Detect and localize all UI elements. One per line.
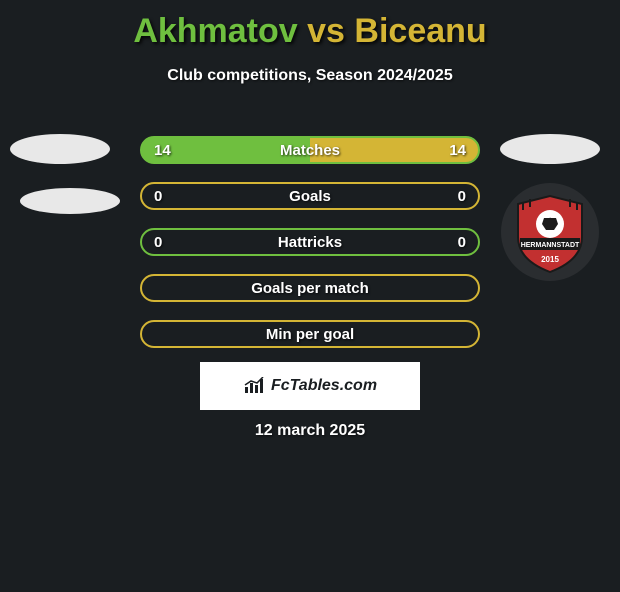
attribution-box: FcTables.com — [200, 362, 420, 410]
stat-label: Min per goal — [266, 326, 354, 343]
chart-icon — [243, 377, 265, 395]
stat-right-value: 0 — [458, 234, 466, 251]
stat-right-value: 14 — [449, 142, 466, 159]
stat-left-value: 0 — [154, 188, 162, 205]
player1-avatar-placeholder — [10, 134, 110, 164]
page-title: Akhmatov vs Biceanu — [0, 12, 620, 51]
player2-club-badge: HERMANNSTADT 2015 — [500, 182, 600, 282]
vs-text: vs — [307, 12, 354, 50]
player1-club-placeholder — [20, 188, 120, 214]
stat-label: Goals — [289, 188, 331, 205]
player1-name: Akhmatov — [133, 12, 297, 50]
badge-year: 2015 — [541, 255, 559, 264]
subtitle: Club competitions, Season 2024/2025 — [0, 67, 620, 85]
player2-avatar-placeholder — [500, 134, 600, 164]
badge-ribbon-text: HERMANNSTADT — [521, 242, 580, 249]
stat-row-goals: 0 Goals 0 — [140, 182, 480, 210]
stat-label: Hattricks — [278, 234, 342, 251]
stat-row-min-per-goal: Min per goal — [140, 320, 480, 348]
stat-left-value: 14 — [154, 142, 171, 159]
stat-label: Matches — [280, 142, 340, 159]
stat-label: Goals per match — [251, 280, 369, 297]
stat-right-value: 0 — [458, 188, 466, 205]
stat-left-value: 0 — [154, 234, 162, 251]
date-text: 12 march 2025 — [0, 422, 620, 440]
stat-row-goals-per-match: Goals per match — [140, 274, 480, 302]
stat-row-matches: 14 Matches 14 — [140, 136, 480, 164]
stat-row-hattricks: 0 Hattricks 0 — [140, 228, 480, 256]
attribution-text: FcTables.com — [271, 377, 377, 395]
player2-name: Biceanu — [354, 12, 486, 50]
